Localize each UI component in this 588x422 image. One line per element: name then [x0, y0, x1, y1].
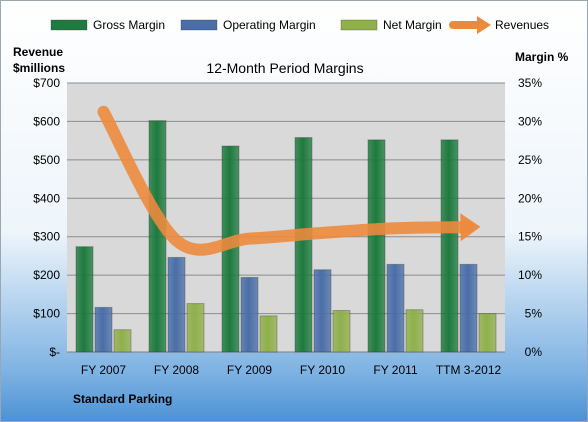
bar-gross-margin [440, 139, 459, 353]
bar-net-margin [113, 329, 132, 353]
bar-operating-margin [167, 256, 186, 353]
left-tick-label: $600 [33, 114, 60, 128]
bar-gross-margin [148, 120, 167, 353]
legend: Gross Margin Operating Margin Net Margin Re… [50, 16, 549, 34]
x-tick-label: TTM 3-2012 [436, 363, 502, 377]
right-tick-label: 5% [525, 307, 543, 321]
x-tick-label: FY 2008 [154, 363, 199, 377]
left-tick-label: $- [49, 345, 60, 359]
left-tick-label: $500 [33, 153, 60, 167]
right-tick-label: 10% [518, 268, 542, 282]
left-tick-label: $100 [33, 307, 60, 321]
legend-label: Gross Margin [93, 18, 165, 32]
bar-gross-margin [75, 246, 94, 353]
bar-gross-margin [367, 139, 386, 353]
bar-operating-margin [459, 263, 478, 353]
chart-subtitle: Standard Parking [73, 392, 172, 406]
chart-title: 12-Month Period Margins [206, 60, 363, 76]
legend-swatch-net-margin [340, 19, 378, 31]
right-tick-label: 20% [518, 191, 542, 205]
revenue-line [97, 105, 481, 256]
x-axis-ticks: FY 2007 FY 2008 FY 2009 FY 2010 FY 2011 TTM 3… [81, 363, 502, 377]
bar-operating-margin [240, 276, 259, 353]
right-tick-label: 0% [525, 345, 543, 359]
left-tick-label: $300 [33, 230, 60, 244]
legend-label: Operating Margin [223, 18, 316, 32]
x-tick-label: FY 2007 [81, 363, 126, 377]
legend-arrowhead [477, 16, 491, 34]
bar-net-margin [478, 313, 497, 353]
bar-net-margin [332, 309, 351, 353]
right-tick-label: 30% [518, 114, 542, 128]
legend-swatch-operating-margin [180, 19, 218, 31]
bar-operating-margin [386, 263, 405, 353]
legend-label: Revenues [495, 18, 549, 32]
bar-series [75, 120, 497, 353]
bar-net-margin [259, 315, 278, 353]
bar-gross-margin [294, 137, 313, 353]
right-tick-label: 35% [518, 76, 542, 90]
bar-operating-margin [94, 306, 113, 353]
right-tick-label: 15% [518, 230, 542, 244]
x-tick-label: FY 2009 [227, 363, 272, 377]
plot-area [67, 83, 505, 352]
bar-net-margin [186, 303, 205, 353]
left-tick-label: $700 [33, 76, 60, 90]
bar-operating-margin [313, 269, 332, 353]
right-tick-label: 25% [518, 153, 542, 167]
bar-net-margin [405, 309, 424, 353]
x-tick-label: FY 2011 [373, 363, 418, 377]
left-axis-label-line2: $millions [13, 61, 65, 75]
right-axis-ticks: 0% 5% 10% 15% 20% 25% 30% 35% [518, 76, 542, 359]
left-axis-label-line1: Revenue [13, 45, 63, 59]
left-tick-label: $200 [33, 268, 60, 282]
left-axis-ticks: $- $100 $200 $300 $400 $500 $600 $700 [33, 76, 60, 359]
legend-swatch-gross-margin [50, 19, 88, 31]
x-tick-label: FY 2010 [300, 363, 345, 377]
revenue-series-line [97, 105, 475, 256]
legend-label: Net Margin [383, 18, 442, 32]
revenue-arrowhead [460, 213, 481, 242]
right-axis-label: Margin % [515, 50, 569, 64]
left-tick-label: $400 [33, 191, 60, 205]
